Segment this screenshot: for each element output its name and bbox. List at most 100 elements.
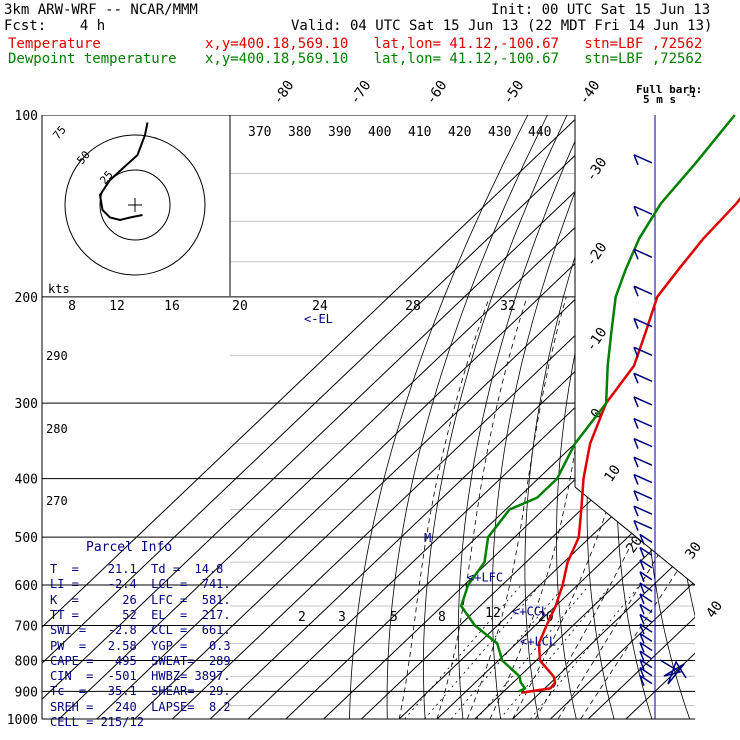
isotherm-label: -60 <box>423 78 451 108</box>
mixing-ratio-line <box>424 584 541 719</box>
wind-barb-flag <box>639 667 645 679</box>
mixing-ratio-line <box>404 584 522 719</box>
isotherm-line <box>42 115 581 719</box>
isotherm-label: 10 <box>601 462 624 485</box>
pressure-tick-label: 300 <box>15 397 38 412</box>
wind-barb-legend-exp: -1 <box>686 90 696 99</box>
wind-barb-flag <box>633 154 639 166</box>
level-marker-label: M <box>424 531 431 545</box>
dewpoint-legend-label: Dewpoint temperature <box>8 51 177 67</box>
wind-barb-flag <box>633 396 639 408</box>
wind-barb <box>633 346 653 357</box>
moist-adiabat <box>557 296 695 719</box>
wind-barb <box>639 658 653 669</box>
hodograph-speed-label: 32 <box>500 299 516 314</box>
dewpoint-legend-info: x,y=400.18,569.10 lat,lon= 41.12,-100.67… <box>205 51 703 67</box>
wind-barb <box>639 533 653 543</box>
parcel-info-row: SWI = -2.8 CCL = 661. <box>50 623 231 638</box>
wind-barb-flag <box>633 520 639 531</box>
isotherm-line <box>42 115 618 719</box>
wind-barb-flag <box>639 571 645 582</box>
isotherm-line <box>398 115 695 719</box>
wind-barb-legend-value: 5 m s <box>643 93 676 106</box>
wind-barb-flag <box>639 593 645 605</box>
wind-barb-flag <box>639 675 645 686</box>
init-time: Init: 00 UTC Sat 15 Jun 13 <box>491 2 711 18</box>
wind-barb <box>633 505 653 515</box>
hodograph-speed-label: 12 <box>109 299 125 314</box>
theta-label: 290 <box>46 349 68 363</box>
pressure-tick-label: 1000 <box>7 713 38 728</box>
hodograph-ring <box>64 134 206 276</box>
dewpoint-series-line <box>459 114 736 693</box>
temperature-series-line <box>521 196 740 695</box>
isotherm-line <box>209 115 695 719</box>
wind-barb <box>633 417 653 428</box>
theta-label: 270 <box>46 494 68 508</box>
wind-barb-legend-title: Full barb: <box>636 83 702 96</box>
isotherm-line <box>172 115 695 719</box>
wind-barb <box>633 473 653 484</box>
isotherm-label: -30 <box>583 155 611 185</box>
moist-adiabat <box>489 296 605 719</box>
moist-adiabat <box>398 296 490 719</box>
parcel-info-row: CELL = 215/12 <box>50 715 144 729</box>
theta-e-label: 390 <box>328 125 351 140</box>
hodograph-ring <box>99 169 171 241</box>
isotherm-line <box>474 115 695 719</box>
dry-adiabat <box>349 115 529 719</box>
wind-barb-flag <box>633 318 639 329</box>
parcel-info-row: CAPE = 495 SWEAT= 289 <box>50 653 231 668</box>
wind-barb <box>633 317 653 328</box>
wind-barb <box>639 603 653 614</box>
theta-e-label: 400 <box>368 125 391 140</box>
wind-barb <box>633 519 653 530</box>
isotherm-line <box>512 115 695 719</box>
wind-barb <box>633 396 653 406</box>
hodograph-speed-label: 24 <box>312 299 328 314</box>
pressure-tick-label: 600 <box>15 579 38 594</box>
wind-barb-flag <box>633 505 639 517</box>
moist-adiabat <box>466 296 567 719</box>
pressure-tick-label: 500 <box>15 531 38 546</box>
wind-barb <box>639 571 653 581</box>
parcel-info-row: PW = 2.58 YGP = 0.3 <box>50 638 231 653</box>
wind-barb <box>639 675 653 685</box>
wind-barb <box>633 456 653 466</box>
pressure-tick-label: 200 <box>15 291 38 306</box>
parcel-info-row: Tc = 35.1 SHEAR= 29. <box>50 684 231 699</box>
wind-barb-flag <box>639 614 645 625</box>
dry-adiabat <box>386 115 548 719</box>
wind-barb-flag <box>633 490 639 502</box>
theta-e-label: 410 <box>408 125 431 140</box>
mixing-ratio-label: 2 <box>298 610 306 625</box>
parcel-info-row: TT = 52 EL = 217. <box>50 607 231 622</box>
hodograph-speed-unit: kts <box>48 282 70 296</box>
pressure-tick-label: 900 <box>15 685 38 700</box>
hodograph-speed-label: 28 <box>405 299 421 314</box>
theta-e-label: 380 <box>288 125 311 140</box>
model-title: 3km ARW-WRF -- NCAR/MMM <box>4 2 198 18</box>
wind-barb-flag <box>633 456 639 468</box>
dry-adiabat <box>422 115 568 719</box>
wind-barb <box>639 667 653 677</box>
dry-adiabat <box>644 115 695 719</box>
wind-barb <box>633 248 653 258</box>
hodograph-ring-label: 75 <box>50 123 68 142</box>
moist-adiabat <box>534 296 695 719</box>
wind-barb-flag <box>639 642 645 653</box>
wind-barb <box>639 582 653 592</box>
theta-e-label: 370 <box>248 125 271 140</box>
wind-barb-flag <box>639 659 645 670</box>
wind-barb-flag <box>639 650 645 662</box>
isotherm-line <box>587 115 695 719</box>
isotherm-label: -50 <box>500 78 528 108</box>
wind-barb-flag <box>639 604 645 615</box>
theta-e-label: 440 <box>528 125 551 140</box>
wind-barb-flag <box>639 534 645 545</box>
theta-e-label: 420 <box>448 125 471 140</box>
low-level-wind-barbs <box>659 659 687 685</box>
mixing-ratio-label: 3 <box>338 610 346 625</box>
isotherm-label: 40 <box>703 598 726 621</box>
dry-adiabat <box>524 115 627 719</box>
